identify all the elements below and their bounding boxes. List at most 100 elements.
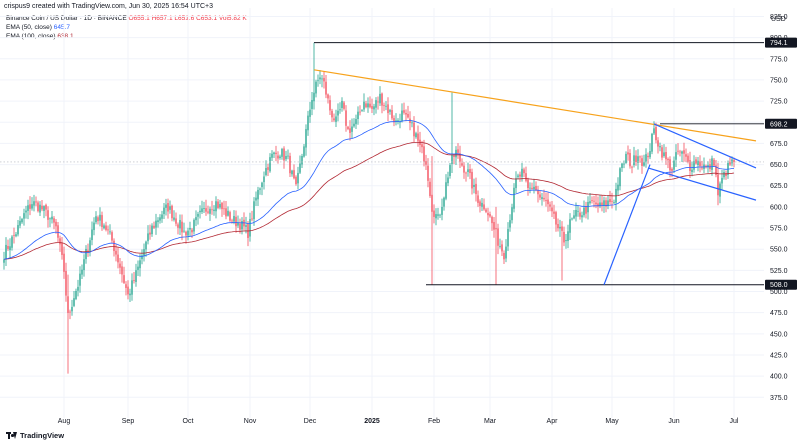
candle-body <box>235 216 237 227</box>
candle-body <box>9 246 11 251</box>
candle-body <box>431 194 433 212</box>
candle-body <box>305 129 307 148</box>
symbol-label[interactable]: Binance Coin / US Dollar · 1D · BINANCE <box>6 15 127 22</box>
candle-body <box>451 154 453 164</box>
candle-body <box>679 151 681 153</box>
candle-body <box>211 209 213 211</box>
candle-body <box>465 172 467 174</box>
candle-body <box>275 152 277 155</box>
candle-body <box>631 166 633 168</box>
candle-body <box>587 201 589 213</box>
candle-body <box>185 231 187 236</box>
candle-body <box>601 202 603 206</box>
candle-body <box>445 182 447 199</box>
candle-body <box>499 245 501 247</box>
y-tick-label: 750.0 <box>770 77 788 84</box>
candle-body <box>411 122 413 124</box>
candle-body <box>163 207 165 215</box>
candle-body <box>719 183 721 197</box>
candle-body <box>663 152 665 157</box>
candle-body <box>639 156 641 158</box>
candle-body <box>295 176 297 185</box>
candle-body <box>711 158 713 170</box>
candle-body <box>715 165 717 176</box>
candle-body <box>191 229 193 233</box>
ema50-value: 645.7 <box>53 24 70 31</box>
candle-body <box>467 169 469 173</box>
candle-body <box>325 81 327 95</box>
candle-body <box>693 160 695 170</box>
y-tick-label: 650.0 <box>770 162 788 169</box>
candle-body <box>125 284 127 288</box>
y-tick-label: 475.0 <box>770 310 788 317</box>
candle-body <box>555 212 557 225</box>
candle-body <box>231 220 233 222</box>
candle-body <box>77 286 79 291</box>
candle-body <box>87 249 89 251</box>
candle-body <box>441 206 443 215</box>
candle-body <box>533 186 535 190</box>
candle-body <box>107 229 109 231</box>
candle-body <box>521 168 523 177</box>
ema50-line <box>3 119 735 260</box>
candle-body <box>197 213 199 217</box>
candle-body <box>93 222 95 231</box>
candle-body <box>321 78 323 80</box>
candle-body <box>545 200 547 202</box>
candle-body <box>193 219 195 232</box>
candle-body <box>327 94 329 99</box>
candle-body <box>459 153 461 162</box>
x-tick-label: May <box>605 418 619 425</box>
candle-body <box>599 202 601 207</box>
candle-body <box>315 81 317 94</box>
candle-body <box>289 155 291 174</box>
candle-body <box>573 215 575 219</box>
candle-body <box>567 231 569 242</box>
currency-label[interactable]: USD <box>771 16 786 23</box>
candle-body <box>263 176 265 183</box>
candle-body <box>607 200 609 207</box>
legend-ema50-row[interactable]: EMA (50, close) 645.7 <box>6 23 247 32</box>
candle-body <box>647 155 649 158</box>
candle-body <box>71 306 73 312</box>
candle-body <box>613 202 615 203</box>
candle-body <box>351 126 353 132</box>
candle-body <box>571 218 573 220</box>
candle-body <box>141 255 143 260</box>
ema50-label: EMA (50, close) <box>6 24 52 31</box>
x-tick-label: Jul <box>730 418 739 425</box>
candle-body <box>591 200 593 202</box>
candle-body <box>79 273 81 286</box>
candle-body <box>447 177 449 184</box>
candle-body <box>103 225 105 229</box>
candle-body <box>153 225 155 228</box>
x-tick-label: Jun <box>668 418 679 425</box>
legend-ema100-row[interactable]: EMA (100, close) 638.1 <box>6 32 247 41</box>
candle-body <box>423 146 425 162</box>
y-tick-label: 600.0 <box>770 204 788 211</box>
candle-body <box>31 204 33 209</box>
candle-body <box>437 214 439 216</box>
candle-body <box>619 168 621 187</box>
candle-body <box>259 188 261 190</box>
y-tick-label: 675.0 <box>770 141 788 148</box>
candle-body <box>505 246 507 259</box>
candle-body <box>395 120 397 122</box>
candle-body <box>17 225 19 235</box>
candle-body <box>265 168 267 176</box>
candle-body <box>479 201 481 207</box>
candle-body <box>579 212 581 217</box>
candle-body <box>657 140 659 147</box>
y-tick-label: 575.0 <box>770 226 788 233</box>
candle-body <box>645 154 647 162</box>
candle-body <box>515 178 517 189</box>
legend-symbol-row: Binance Coin / US Dollar · 1D · BINANCE … <box>6 14 247 23</box>
candle-body <box>237 222 239 226</box>
candle-body <box>643 162 645 166</box>
candle-body <box>611 200 613 202</box>
candle-body <box>339 109 341 111</box>
candle-body <box>733 160 735 162</box>
candle-body <box>491 216 493 224</box>
candle-body <box>281 149 283 157</box>
